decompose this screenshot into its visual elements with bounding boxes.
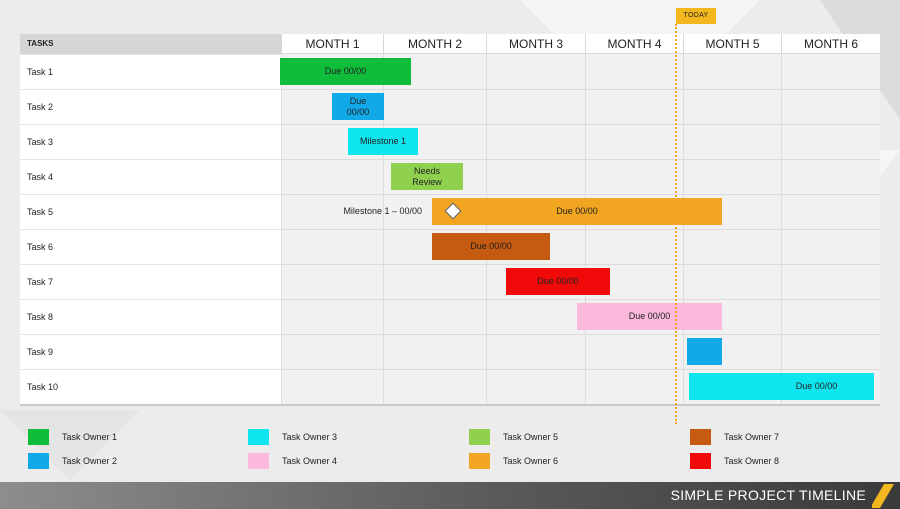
month-header-4: MONTH 4 [585,34,683,54]
task-label: Task 6 [20,229,281,264]
legend-label: Task Owner 3 [282,432,338,442]
row-divider [281,369,880,370]
task-label: Task 2 [20,89,281,124]
task-label: Task 7 [20,264,281,299]
legend-item-owner-5: Task Owner 5 [469,429,558,445]
legend-label: Task Owner 6 [503,456,559,466]
task-bar-7[interactable]: Due 00/00 [506,268,610,295]
legend-swatch [690,453,711,469]
task-bar-2[interactable]: Due 00/00 [332,93,384,120]
task-bar-6[interactable]: Due 00/00 [432,233,550,260]
legend-swatch [469,453,490,469]
month-header-1: MONTH 1 [281,34,383,54]
task-label: Task 9 [20,334,281,369]
row-divider [281,334,880,335]
today-marker-badge: TODAY [676,8,716,24]
legend-item-owner-7: Task Owner 7 [690,429,779,445]
task-label: Task 4 [20,159,281,194]
legend-label: Task Owner 7 [724,432,780,442]
legend-swatch [28,453,49,469]
row-divider [281,159,880,160]
legend-item-owner-4: Task Owner 4 [248,453,337,469]
header-row: TASKS MONTH 1 MONTH 2 MONTH 3 MONTH 4 MO… [20,34,880,54]
legend-swatch [28,429,49,445]
slash-accent-icon [872,484,894,508]
legend-swatch [248,429,269,445]
legend-item-owner-8: Task Owner 8 [690,453,779,469]
today-line [675,24,677,424]
task-bar-4[interactable]: Needs Review [391,163,463,190]
task-label: Task 5 [20,194,281,229]
task-bar-10[interactable]: Due 00/00 [689,373,874,400]
task-label: Task 8 [20,299,281,334]
month-header-2: MONTH 2 [383,34,486,54]
task-bar-9[interactable] [687,338,722,365]
month-header-3: MONTH 3 [486,34,585,54]
row-divider [281,124,880,125]
footer-bar: SIMPLE PROJECT TIMELINE [0,482,900,509]
task-label: Task 1 [20,54,281,89]
tasks-column-header: TASKS [20,34,281,54]
legend-label: Task Owner 2 [62,456,118,466]
task-bar-8[interactable]: Due 00/00 [577,303,722,330]
legend-label: Task Owner 8 [724,456,780,466]
legend-label: Task Owner 1 [62,432,118,442]
legend-swatch [469,429,490,445]
task-bar-5[interactable]: Due 00/00 [432,198,722,225]
row-divider [281,299,880,300]
row-divider [281,264,880,265]
legend-item-owner-1: Task Owner 1 [28,429,117,445]
legend-label: Task Owner 5 [503,432,559,442]
task-bar-3[interactable]: Milestone 1 [348,128,418,155]
legend-label: Task Owner 4 [282,456,338,466]
row-divider [281,229,880,230]
task-label: Task 10 [20,369,281,404]
row-divider [281,89,880,90]
timeline-grid: TASKS MONTH 1 MONTH 2 MONTH 3 MONTH 4 MO… [20,34,880,406]
legend-item-owner-6: Task Owner 6 [469,453,558,469]
footer-title: SIMPLE PROJECT TIMELINE [670,487,866,503]
task-bar-1[interactable]: Due 00/00 [280,58,411,85]
legend-item-owner-3: Task Owner 3 [248,429,337,445]
task-label: Task 3 [20,124,281,159]
milestone-label: Milestone 1 – 00/00 [343,206,422,216]
month-header-6: MONTH 6 [781,34,880,54]
row-divider [281,194,880,195]
legend-swatch [690,429,711,445]
legend-item-owner-2: Task Owner 2 [28,453,117,469]
month-header-5: MONTH 5 [683,34,781,54]
legend-swatch [248,453,269,469]
